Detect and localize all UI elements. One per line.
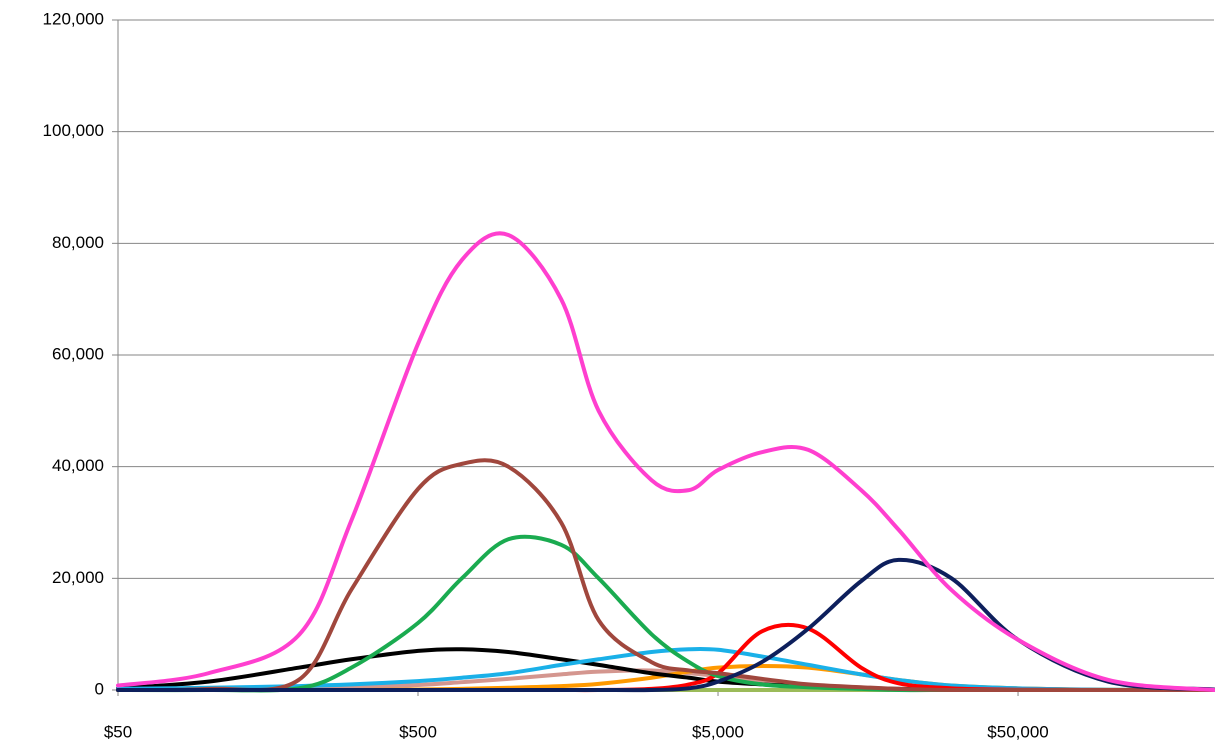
y-tick-label: 40,000 xyxy=(52,456,104,475)
y-tick-label: 0 xyxy=(95,679,104,698)
y-tick-label: 60,000 xyxy=(52,344,104,363)
line-series xyxy=(116,557,1215,693)
line-series xyxy=(116,458,1215,693)
x-tick-label: $500 xyxy=(399,722,437,741)
x-tick-label: $50 xyxy=(104,722,132,741)
line-series xyxy=(116,231,1215,692)
y-tick-label: 100,000 xyxy=(43,121,104,140)
y-tick-label: 120,000 xyxy=(43,9,104,28)
x-tick-label: $5,000 xyxy=(692,722,744,741)
y-tick-label: 20,000 xyxy=(52,568,104,587)
x-tick-label: $50,000 xyxy=(987,722,1048,741)
y-tick-label: 80,000 xyxy=(52,233,104,252)
